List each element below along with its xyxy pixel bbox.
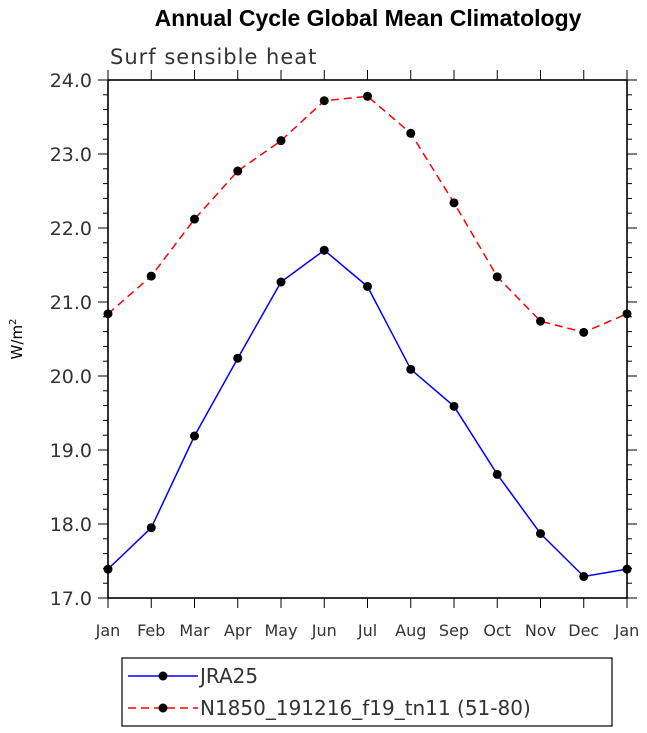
x-tick-label: Jan bbox=[95, 621, 121, 640]
x-tick-label: Nov bbox=[525, 621, 556, 640]
x-tick-label: Sep bbox=[439, 621, 469, 640]
data-point-1 bbox=[579, 572, 589, 582]
y-tick-label: 19.0 bbox=[50, 440, 92, 462]
x-tick-label: Aug bbox=[395, 621, 426, 640]
data-point-1 bbox=[146, 523, 156, 533]
data-point-2 bbox=[363, 91, 372, 101]
data-point-1 bbox=[363, 281, 372, 291]
data-point-1 bbox=[190, 431, 199, 441]
y-axis-label: W/m2 bbox=[8, 319, 26, 360]
legend: JRA25 N1850_191216_f19_tn11 (51-80) bbox=[121, 657, 613, 727]
x-tick-label: Feb bbox=[137, 621, 165, 640]
data-point-2 bbox=[190, 214, 199, 224]
chart-title: Annual Cycle Global Mean Climatology bbox=[155, 5, 582, 31]
data-point-1 bbox=[536, 529, 545, 539]
x-tick-label: Oct bbox=[483, 621, 511, 640]
data-point-2 bbox=[579, 327, 589, 337]
y-axis-label-text: W/m bbox=[8, 325, 26, 360]
data-point-1 bbox=[276, 277, 286, 287]
y-tick-label: 22.0 bbox=[50, 218, 92, 240]
series-group bbox=[103, 91, 632, 582]
x-tick-label: Mar bbox=[179, 621, 210, 640]
data-point-2 bbox=[536, 316, 545, 326]
data-point-2 bbox=[276, 136, 286, 146]
x-tick-label: May bbox=[264, 621, 297, 640]
data-point-1 bbox=[103, 564, 113, 574]
plot-frame bbox=[107, 79, 628, 599]
data-point-2 bbox=[406, 128, 416, 138]
data-point-2 bbox=[622, 309, 632, 319]
y-tick-label: 18.0 bbox=[50, 514, 92, 536]
data-point-1 bbox=[233, 353, 243, 363]
data-point-2 bbox=[146, 271, 156, 281]
data-point-1 bbox=[492, 469, 502, 479]
data-point-1 bbox=[319, 245, 329, 255]
y-tick-label: 23.0 bbox=[50, 144, 92, 166]
legend-label-1: JRA25 bbox=[198, 664, 258, 688]
data-point-2 bbox=[319, 96, 329, 106]
y-tick-label: 21.0 bbox=[50, 292, 92, 314]
y-tick-label: 17.0 bbox=[50, 588, 92, 610]
legend-marker-2 bbox=[158, 703, 168, 713]
data-point-1 bbox=[406, 364, 416, 374]
data-point-2 bbox=[103, 309, 113, 319]
data-point-1 bbox=[449, 401, 459, 411]
series-line-1 bbox=[107, 249, 628, 578]
data-point-2 bbox=[233, 166, 243, 176]
x-tick-label: Jun bbox=[311, 621, 337, 640]
x-tick-label: Apr bbox=[224, 621, 252, 640]
y-tick-label: 20.0 bbox=[50, 366, 92, 388]
axes: 17.0 18.0 19.0 20.0 21.0 22.0 23.0 24.0 Jan Feb Ma… bbox=[50, 70, 640, 640]
data-point-1 bbox=[622, 564, 632, 574]
legend-box bbox=[121, 657, 613, 727]
x-tick-label: Jan bbox=[614, 621, 640, 640]
data-point-2 bbox=[492, 272, 502, 282]
data-point-2 bbox=[449, 198, 459, 208]
y-tick-label: 24.0 bbox=[50, 70, 92, 92]
x-tick-label: Jul bbox=[357, 621, 377, 640]
legend-marker-1 bbox=[158, 671, 168, 681]
legend-label-2: N1850_191216_f19_tn11 (51-80) bbox=[200, 696, 531, 720]
x-tick-label: Dec bbox=[568, 621, 599, 640]
series-line-2 bbox=[107, 95, 628, 334]
y-axis-label-superscript: 2 bbox=[8, 319, 19, 325]
chart-subtitle: Surf sensible heat bbox=[110, 45, 317, 69]
